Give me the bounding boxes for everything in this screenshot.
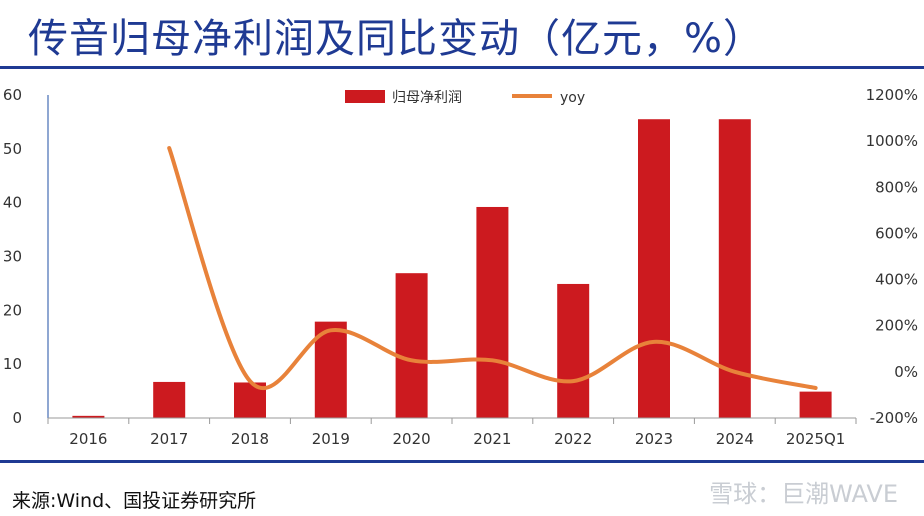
right-tick-label: 400% xyxy=(875,271,918,289)
bar xyxy=(314,321,347,418)
legend-bar-swatch xyxy=(345,90,385,103)
legend-bar-label: 归母净利润 xyxy=(392,89,462,106)
x-tick-label: 2019 xyxy=(312,430,350,448)
page-title: 传音归母净利润及同比变动（亿元，%） xyxy=(28,16,765,62)
yoy-line xyxy=(167,146,818,391)
right-axis: -200% 0% 200% 400% 600% 800% 1000% 1200% xyxy=(866,86,918,427)
watermark: 雪球：巨潮WAVE xyxy=(709,480,898,508)
bar xyxy=(557,283,590,418)
x-tick-label: 2022 xyxy=(554,430,592,448)
bar xyxy=(476,206,509,418)
bar-series xyxy=(72,119,832,418)
left-tick-label: 0 xyxy=(12,409,22,427)
right-tick-label: 600% xyxy=(875,224,918,242)
right-tick-label: 0% xyxy=(894,363,918,381)
left-tick-label: 50 xyxy=(3,140,22,158)
legend-line-label: yoy xyxy=(560,90,585,106)
left-axis: 0 10 20 30 40 50 60 xyxy=(3,86,49,427)
x-tick-label: 2021 xyxy=(473,430,511,448)
chart-svg: 0 10 20 30 40 50 60 -200% 0% 200% 400% 600% 800% 100… xyxy=(3,86,918,448)
x-tick-label: 2016 xyxy=(69,430,107,448)
bar xyxy=(799,391,832,418)
bar xyxy=(72,415,105,418)
line-series xyxy=(167,146,818,391)
x-axis: 2016 2017 2018 2019 2020 2021 2022 2023 2024 2025… xyxy=(47,417,857,448)
x-tick-label: 2018 xyxy=(231,430,269,448)
x-tick-label: 2020 xyxy=(393,430,431,448)
source-note: 来源:Wind、国投证券研究所 xyxy=(12,490,257,512)
x-tick-label: 2023 xyxy=(635,430,673,448)
right-tick-label: 1200% xyxy=(866,86,918,104)
right-tick-label: 200% xyxy=(875,317,918,335)
bar xyxy=(395,273,428,418)
x-tick-label: 2025Q1 xyxy=(786,430,846,448)
x-tick-label: 2017 xyxy=(150,430,188,448)
left-tick-label: 10 xyxy=(3,355,22,373)
right-tick-label: -200% xyxy=(870,409,918,427)
left-tick-label: 40 xyxy=(3,194,22,212)
left-tick-label: 30 xyxy=(3,248,22,266)
chart-container: 0 10 20 30 40 50 60 -200% 0% 200% 400% 600% 800% 100… xyxy=(0,75,924,460)
x-tick-label: 2024 xyxy=(716,430,754,448)
left-tick-label: 20 xyxy=(3,301,22,319)
bar xyxy=(638,119,670,418)
right-tick-label: 1000% xyxy=(866,132,918,150)
footer-rule xyxy=(0,460,924,463)
title-rule xyxy=(0,66,924,69)
left-tick-label: 60 xyxy=(3,86,22,104)
right-tick-label: 800% xyxy=(875,178,918,196)
bar xyxy=(153,381,186,418)
legend: 归母净利润 yoy xyxy=(345,89,585,106)
